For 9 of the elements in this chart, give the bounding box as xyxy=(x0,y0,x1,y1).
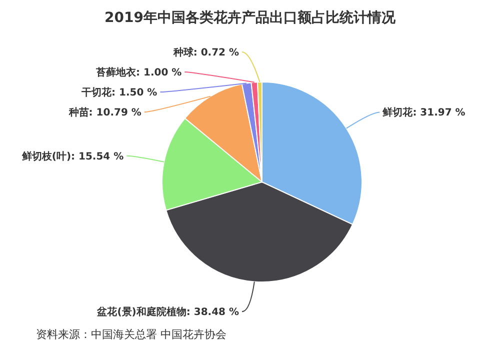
chart-title: 2019年中国各类花卉产品出口额占比统计情况 xyxy=(104,9,396,26)
slice-label: 盆花(景)和庭院植物: 38.48 % xyxy=(96,306,239,318)
slice-label: 种球: 0.72 % xyxy=(172,46,239,59)
slice-label: 苔藓地衣: 1.00 % xyxy=(95,66,182,79)
slice-label: 干切花: 1.50 % xyxy=(80,86,158,99)
slice-label: 鲜切枝(叶): 15.54 % xyxy=(20,150,124,162)
slice-label: 鲜切花: 31.97 % xyxy=(382,106,466,119)
text: 资料来源：中国海关总署 中国花卉协会 xyxy=(36,328,226,341)
slice-label: 种苗: 10.79 % xyxy=(68,106,142,119)
